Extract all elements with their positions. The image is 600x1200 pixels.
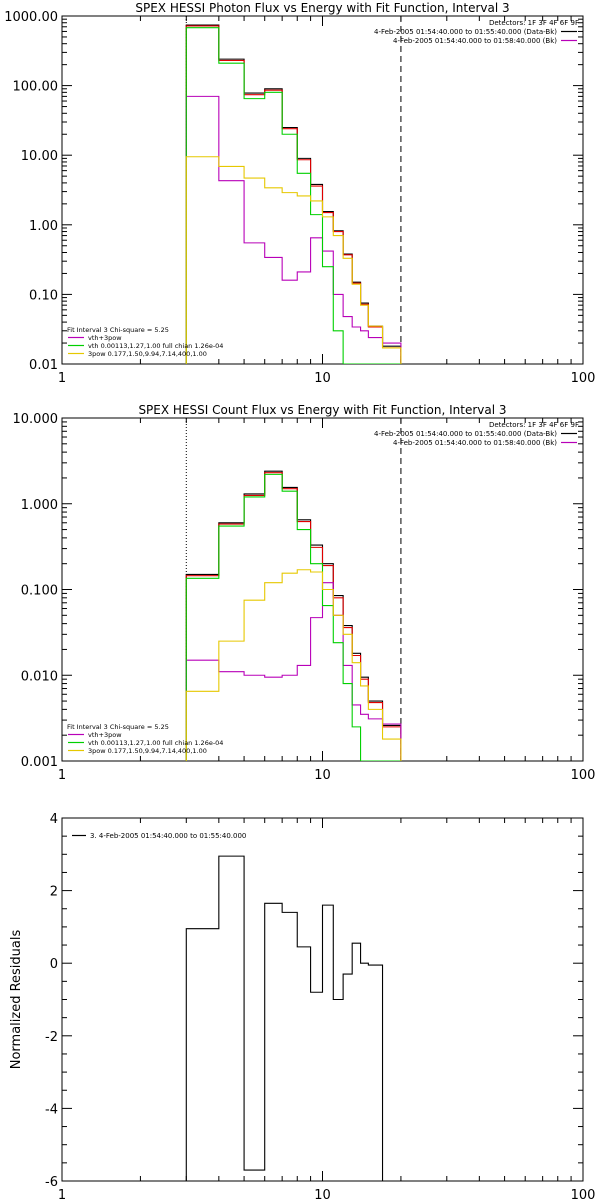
series-4-line	[185, 569, 402, 761]
residuals-chart: 1 10 100 -6 -4 -2 0 2 4 Normalized Residuals 3. 4-…	[9, 812, 595, 1200]
y-axis-label: Normalized Residuals	[9, 930, 24, 1070]
photon-flux-chart: SPEX HESSI Photon Flux vs Energy with Fi…	[4, 1, 595, 386]
series-3-line	[185, 27, 401, 364]
legend-top-entry: Detectors: 1F 3F 4F 6F 9F	[489, 421, 579, 429]
y-tick-label: 1.000	[21, 498, 58, 513]
legend-bottom-entry: Fit Interval 3 Chi-square = 5.25	[67, 326, 169, 334]
plot-frame	[61, 817, 584, 1182]
x-tick-label: 1	[58, 768, 66, 783]
legend-top-entry: 4-Feb-2005 01:54:40.000 to 01:58:40.000 …	[393, 439, 557, 447]
y-tick-label: 1000.00	[4, 10, 58, 25]
y-tick-label: -4	[45, 1102, 58, 1117]
chart-title: SPEX HESSI Photon Flux vs Energy with Fi…	[135, 1, 509, 15]
chart-title: SPEX HESSI Count Flux vs Energy with Fit…	[138, 403, 506, 417]
y-tick-label: 4	[50, 812, 58, 827]
legend-bottom-entry: Fit Interval 3 Chi-square = 5.25	[67, 723, 169, 731]
count-flux-chart: SPEX HESSI Count Flux vs Energy with Fit…	[13, 403, 596, 783]
x-tick-label: 100	[571, 371, 596, 386]
y-tick-label: -6	[45, 1175, 58, 1190]
y-tick-label: 2	[50, 885, 58, 900]
legend-bottom-entry: vth 0.00113,1.27,1.00 full chian 1.26e-0…	[88, 342, 223, 350]
y-tick-label: 0.100	[21, 584, 58, 599]
y-tick-label: 0.10	[29, 288, 58, 303]
y-tick-label: 0.01	[29, 358, 58, 373]
x-tick-label: 10	[314, 1188, 331, 1200]
legend-bottom-entry: 3pow 0.177,1.50,9.94,7.14,400,1.00	[88, 350, 207, 358]
x-tick-label: 1	[58, 1188, 66, 1200]
x-tick-label: 10	[314, 371, 331, 386]
y-tick-label: 10.000	[13, 412, 59, 427]
x-tick-label: 10	[314, 768, 331, 783]
legend-bottom-entry: vth+3pow	[88, 731, 122, 739]
legend-top-entry: Detectors: 1F 3F 4F 6F 9F	[489, 19, 579, 27]
y-tick-label: 0.010	[21, 669, 58, 684]
y-tick-label: -2	[45, 1030, 58, 1045]
x-tick-label: 100	[571, 768, 596, 783]
x-tick-label: 100	[571, 1188, 596, 1200]
series-3-line	[185, 473, 401, 761]
legend-top-entry: 4-Feb-2005 01:54:40.000 to 01:58:40.000 …	[393, 37, 557, 45]
x-tick-label: 1	[58, 371, 66, 386]
y-tick-label: 0.001	[21, 755, 58, 770]
y-tick-label: 10.00	[21, 149, 58, 164]
series-0-line	[185, 855, 384, 1181]
legend-bottom-entry: vth 0.00113,1.27,1.00 full chian 1.26e-0…	[88, 739, 223, 747]
legend-entry: 3. 4-Feb-2005 01:54:40.000 to 01:55:40.0…	[90, 832, 246, 840]
legend-bottom-entry: 3pow 0.177,1.50,9.94,7.14,400,1.00	[88, 747, 207, 755]
y-tick-label: 100.00	[13, 80, 59, 95]
y-tick-label: 0	[50, 957, 58, 972]
legend-top-entry: 4-Feb-2005 01:54:40.000 to 01:55:40.000 …	[374, 28, 557, 36]
series-4-line	[185, 156, 402, 364]
legend-top-entry: 4-Feb-2005 01:54:40.000 to 01:55:40.000 …	[374, 430, 557, 438]
y-tick-label: 1.00	[29, 219, 58, 234]
legend-bottom-entry: vth+3pow	[88, 334, 122, 342]
